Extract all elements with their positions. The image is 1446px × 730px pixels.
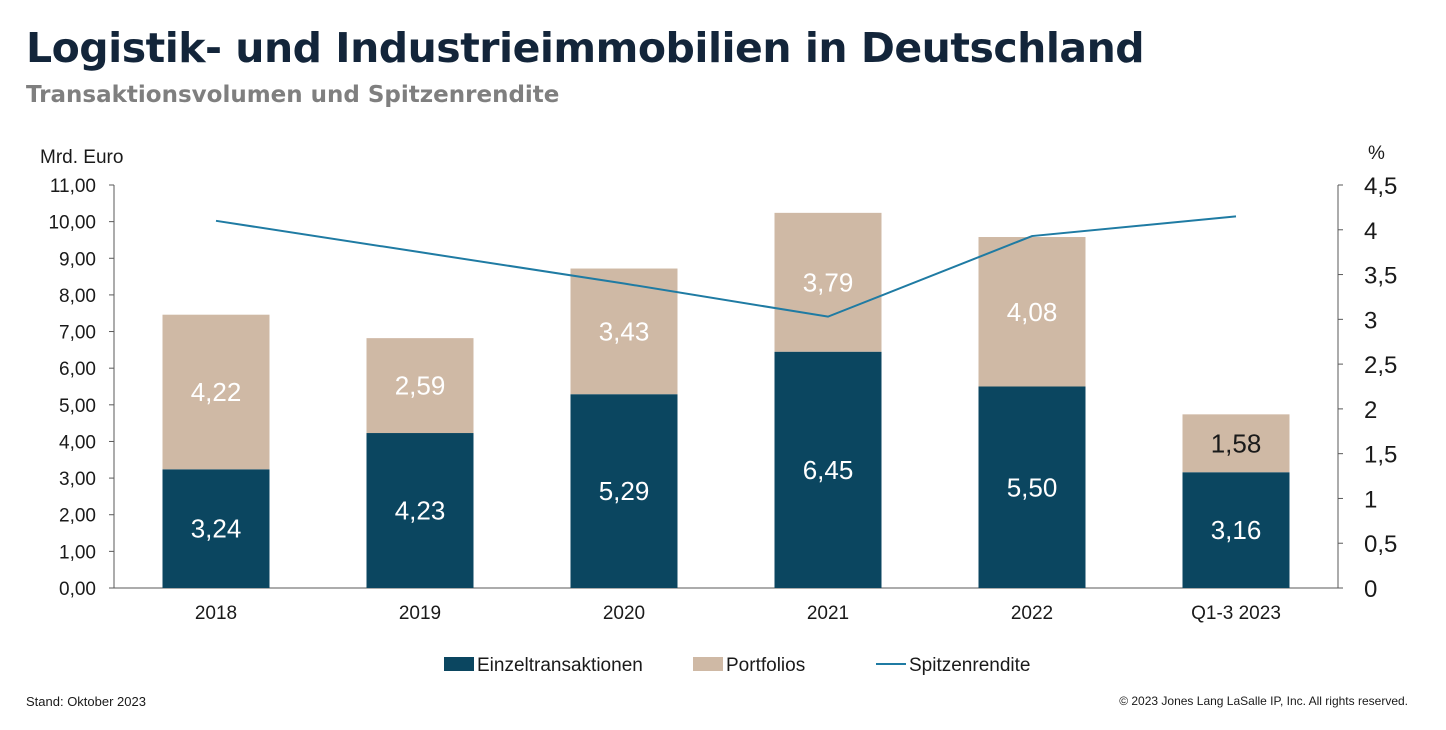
data-label-portfolios: 1,58 <box>1211 428 1262 458</box>
chart-title: Logistik- und Industrieimmobilien in Deu… <box>26 24 1145 72</box>
x-tick-label: 2022 <box>1011 603 1053 624</box>
y-tick-label: 4,00 <box>59 432 96 453</box>
legend-swatch-einzeltransaktionen <box>444 657 474 671</box>
data-label-einzeltransaktionen: 3,16 <box>1211 515 1262 545</box>
legend-label-portfolios: Portfolios <box>726 655 805 676</box>
data-label-portfolios: 3,79 <box>803 267 854 297</box>
y-tick-label: 10,00 <box>48 213 96 234</box>
x-tick-label: 2018 <box>195 603 237 624</box>
y-tick-label: 6,00 <box>59 359 96 380</box>
y2-tick-label: 2 <box>1364 397 1377 424</box>
y2-tick-label: 4 <box>1364 218 1377 245</box>
legend-swatch-portfolios <box>693 657 723 671</box>
y-tick-label: 7,00 <box>59 323 96 344</box>
chart-subtitle: Transaktionsvolumen und Spitzenrendite <box>26 82 560 108</box>
bar-portfolios <box>774 212 882 352</box>
data-label-einzeltransaktionen: 3,24 <box>191 514 242 544</box>
bar-einzeltransaktionen <box>978 386 1086 588</box>
y-tick-label: 3,00 <box>59 469 96 490</box>
y-tick-label: 11,00 <box>50 176 96 197</box>
bar-einzeltransaktionen <box>162 469 270 588</box>
y2-tick-label: 0 <box>1364 576 1377 603</box>
y2-tick-label: 3 <box>1364 307 1377 334</box>
y-tick-label: 8,00 <box>59 286 96 307</box>
y-axis-label: Mrd. Euro <box>40 147 123 168</box>
y2-tick-label: 0,5 <box>1364 531 1397 558</box>
data-label-einzeltransaktionen: 5,50 <box>1007 472 1058 502</box>
legend-label-einzeltransaktionen: Einzeltransaktionen <box>477 655 643 676</box>
bar-portfolios <box>162 314 270 470</box>
bar-einzeltransaktionen <box>570 394 678 588</box>
data-label-einzeltransaktionen: 5,29 <box>599 476 650 506</box>
bar-einzeltransaktionen <box>774 351 882 588</box>
bar-portfolios <box>366 338 474 434</box>
y2-tick-label: 2,5 <box>1364 352 1397 379</box>
y2-tick-label: 1 <box>1364 486 1377 513</box>
data-label-einzeltransaktionen: 4,23 <box>395 496 446 526</box>
x-tick-label: 2020 <box>603 603 645 624</box>
data-label-portfolios: 4,08 <box>1007 297 1058 327</box>
data-label-portfolios: 2,59 <box>395 371 446 401</box>
y2-tick-label: 1,5 <box>1364 442 1397 469</box>
y2-axis-label: % <box>1368 143 1385 164</box>
data-label-einzeltransaktionen: 6,45 <box>803 455 854 485</box>
bar-portfolios <box>978 237 1086 387</box>
y-tick-label: 9,00 <box>59 249 96 270</box>
x-tick-label: 2021 <box>807 603 849 624</box>
legend-label-spitzenrendite: Spitzenrendite <box>909 655 1030 676</box>
y-tick-label: 5,00 <box>59 396 96 417</box>
data-label-portfolios: 4,22 <box>191 377 242 407</box>
bar-einzeltransaktionen <box>1182 472 1290 588</box>
data-label-portfolios: 3,43 <box>599 316 650 346</box>
bar-portfolios <box>1182 414 1290 473</box>
line-spitzenrendite <box>215 215 1237 318</box>
footer-date: Stand: Oktober 2023 <box>26 694 146 709</box>
y-tick-label: 1,00 <box>59 542 96 563</box>
y-tick-label: 2,00 <box>59 506 96 527</box>
y2-tick-label: 3,5 <box>1364 263 1397 290</box>
footer-copyright: © 2023 Jones Lang LaSalle IP, Inc. All r… <box>1119 694 1408 708</box>
x-tick-label: Q1-3 2023 <box>1191 603 1281 624</box>
y2-tick-label: 4,5 <box>1364 173 1397 200</box>
x-tick-label: 2019 <box>399 603 441 624</box>
y-tick-label: 0,00 <box>59 579 96 600</box>
bar-einzeltransaktionen <box>366 433 474 588</box>
